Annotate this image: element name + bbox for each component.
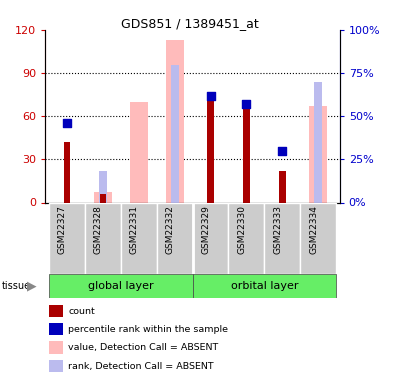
Bar <box>157 202 193 274</box>
Bar <box>171 64 179 203</box>
Bar <box>207 95 214 202</box>
Text: GSM22328: GSM22328 <box>94 205 103 254</box>
Bar <box>193 274 336 298</box>
Text: GSM22332: GSM22332 <box>166 205 175 254</box>
Text: GSM22331: GSM22331 <box>130 205 139 254</box>
Point <box>243 101 250 107</box>
Point <box>279 148 286 154</box>
Text: GSM22329: GSM22329 <box>201 205 211 254</box>
Bar <box>100 194 106 202</box>
Bar <box>309 106 327 202</box>
Text: ▶: ▶ <box>27 279 36 292</box>
Bar <box>130 102 148 202</box>
Bar <box>64 142 70 202</box>
Bar <box>49 323 63 336</box>
Bar <box>243 105 250 202</box>
Bar <box>94 192 112 202</box>
Bar <box>121 202 157 274</box>
Text: rank, Detection Call = ABSENT: rank, Detection Call = ABSENT <box>68 362 214 370</box>
Bar <box>49 202 85 274</box>
Point <box>207 93 214 99</box>
Text: GSM22333: GSM22333 <box>273 205 282 254</box>
Text: value, Detection Call = ABSENT: value, Detection Call = ABSENT <box>68 344 218 352</box>
Text: GDS851 / 1389451_at: GDS851 / 1389451_at <box>121 17 258 30</box>
Text: GSM22330: GSM22330 <box>237 205 246 254</box>
Bar <box>49 274 193 298</box>
Text: GSM22327: GSM22327 <box>58 205 67 254</box>
Text: GSM22334: GSM22334 <box>309 205 318 254</box>
Text: orbital layer: orbital layer <box>231 281 298 291</box>
Text: tissue: tissue <box>2 281 31 291</box>
Bar <box>314 82 322 203</box>
Text: count: count <box>68 307 95 316</box>
Bar <box>300 202 336 274</box>
Text: global layer: global layer <box>88 281 154 291</box>
Bar <box>193 202 228 274</box>
Bar <box>85 202 121 274</box>
Bar <box>228 202 264 274</box>
Point <box>64 120 70 126</box>
Bar <box>279 171 286 202</box>
Bar <box>49 360 63 372</box>
Text: percentile rank within the sample: percentile rank within the sample <box>68 325 228 334</box>
Bar <box>264 202 300 274</box>
Bar <box>49 341 63 354</box>
Bar <box>166 40 184 203</box>
Bar <box>99 171 107 202</box>
Bar <box>49 305 63 317</box>
